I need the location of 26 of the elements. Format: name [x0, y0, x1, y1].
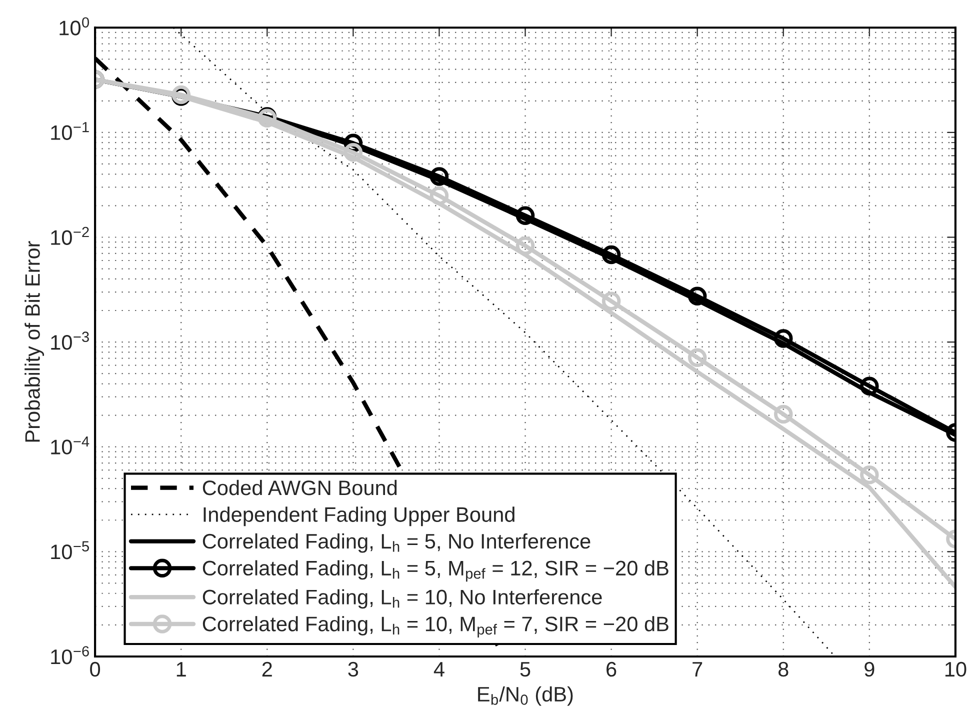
y-tick-label: 10$^{−1}$ — [51, 122, 89, 140]
x-tick-label: 5 — [520, 662, 530, 677]
x-tick-label: 4 — [434, 662, 444, 676]
x-tick-label: 0 — [90, 662, 100, 677]
y-tick-label: 10$^{0}$ — [60, 17, 90, 36]
x-tick-label: 8 — [778, 662, 788, 677]
legend-label: Independent Fading Upper Bound — [204, 506, 514, 526]
legend-label: Correlated Fading, L$_{h}$ = 5, M$_{pef}$ = 12, SIR = −20 dB — [202, 560, 668, 582]
x-tick-label: 2 — [262, 662, 272, 676]
x-tick-label: 3 — [348, 662, 358, 677]
legend-label: Coded AWGN Bound — [202, 480, 397, 496]
x-axis-title: E$_{b}$/N$_{0}$ (dB) — [478, 686, 573, 706]
x-tick-label: 6 — [606, 662, 616, 677]
y-tick-label: 10$^{−3}$ — [51, 332, 89, 350]
y-tick-label: 10$^{−2}$ — [51, 226, 89, 245]
x-tick-label: 10 — [945, 662, 966, 677]
legend-label: Correlated Fading, L$_{h}$ = 10, M$_{pef}$ = 7, SIR = −20 dB — [202, 616, 668, 638]
x-tick-label: 1 — [176, 662, 186, 676]
y-tick-label: 10$^{−6}$ — [51, 646, 89, 664]
y-tick-label: 10$^{−4}$ — [51, 436, 90, 454]
y-axis-title: Probability of Bit Error — [24, 241, 44, 442]
y-tick-label: 10$^{−5}$ — [51, 541, 89, 560]
x-tick-label: 7 — [692, 662, 702, 676]
legend-label: Correlated Fading, L$_{h}$ = 5, No Interference — [202, 533, 590, 553]
legend-label: Correlated Fading, L$_{h}$ = 10, No Interference — [202, 589, 602, 609]
x-tick-label: 9 — [864, 662, 874, 677]
